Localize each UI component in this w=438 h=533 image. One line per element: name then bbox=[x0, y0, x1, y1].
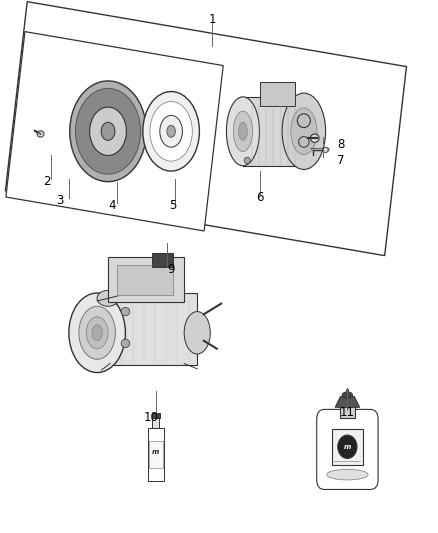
Bar bbox=[339, 406, 355, 418]
Ellipse shape bbox=[233, 111, 253, 151]
Ellipse shape bbox=[121, 308, 130, 316]
Text: 10: 10 bbox=[144, 411, 159, 424]
Ellipse shape bbox=[37, 131, 44, 137]
Text: 5: 5 bbox=[170, 199, 177, 212]
Bar bbox=[148, 428, 164, 481]
Bar bbox=[5, 2, 406, 256]
Bar bbox=[152, 413, 160, 418]
Polygon shape bbox=[335, 397, 360, 407]
Ellipse shape bbox=[226, 97, 259, 166]
Text: 7: 7 bbox=[337, 154, 345, 167]
Ellipse shape bbox=[86, 317, 108, 349]
Text: 1: 1 bbox=[209, 13, 216, 27]
Bar bbox=[152, 417, 159, 428]
Ellipse shape bbox=[239, 122, 247, 140]
Text: 2: 2 bbox=[43, 175, 51, 188]
Bar bbox=[117, 265, 173, 295]
Ellipse shape bbox=[291, 108, 317, 155]
Ellipse shape bbox=[90, 107, 127, 156]
Text: 8: 8 bbox=[337, 138, 345, 151]
Ellipse shape bbox=[101, 122, 115, 140]
Ellipse shape bbox=[297, 114, 311, 127]
Bar bbox=[6, 31, 223, 231]
Text: m: m bbox=[344, 444, 351, 450]
Text: 3: 3 bbox=[57, 193, 64, 207]
Ellipse shape bbox=[79, 306, 116, 359]
Text: 6: 6 bbox=[257, 191, 264, 204]
Ellipse shape bbox=[160, 115, 183, 147]
Ellipse shape bbox=[121, 339, 130, 348]
Text: m: m bbox=[152, 449, 159, 455]
Ellipse shape bbox=[75, 88, 141, 174]
Ellipse shape bbox=[282, 93, 325, 169]
Ellipse shape bbox=[184, 312, 210, 354]
Ellipse shape bbox=[69, 293, 125, 373]
Ellipse shape bbox=[143, 92, 199, 171]
Bar bbox=[260, 82, 295, 106]
Text: 4: 4 bbox=[109, 199, 116, 212]
Ellipse shape bbox=[150, 101, 192, 161]
Bar bbox=[108, 257, 184, 302]
Bar bbox=[243, 97, 304, 166]
Bar bbox=[149, 441, 163, 468]
Bar bbox=[332, 429, 363, 465]
Ellipse shape bbox=[244, 157, 251, 164]
Ellipse shape bbox=[323, 147, 328, 152]
Text: 9: 9 bbox=[167, 263, 175, 276]
Ellipse shape bbox=[92, 325, 102, 341]
Ellipse shape bbox=[342, 392, 353, 398]
Ellipse shape bbox=[338, 435, 357, 458]
Ellipse shape bbox=[299, 136, 309, 147]
Ellipse shape bbox=[327, 470, 368, 480]
Ellipse shape bbox=[70, 81, 146, 182]
Bar bbox=[93, 293, 197, 365]
Text: 11: 11 bbox=[340, 406, 355, 419]
FancyBboxPatch shape bbox=[317, 409, 378, 489]
Bar bbox=[152, 253, 173, 266]
Ellipse shape bbox=[311, 134, 319, 142]
Ellipse shape bbox=[97, 290, 119, 306]
Ellipse shape bbox=[167, 125, 175, 138]
